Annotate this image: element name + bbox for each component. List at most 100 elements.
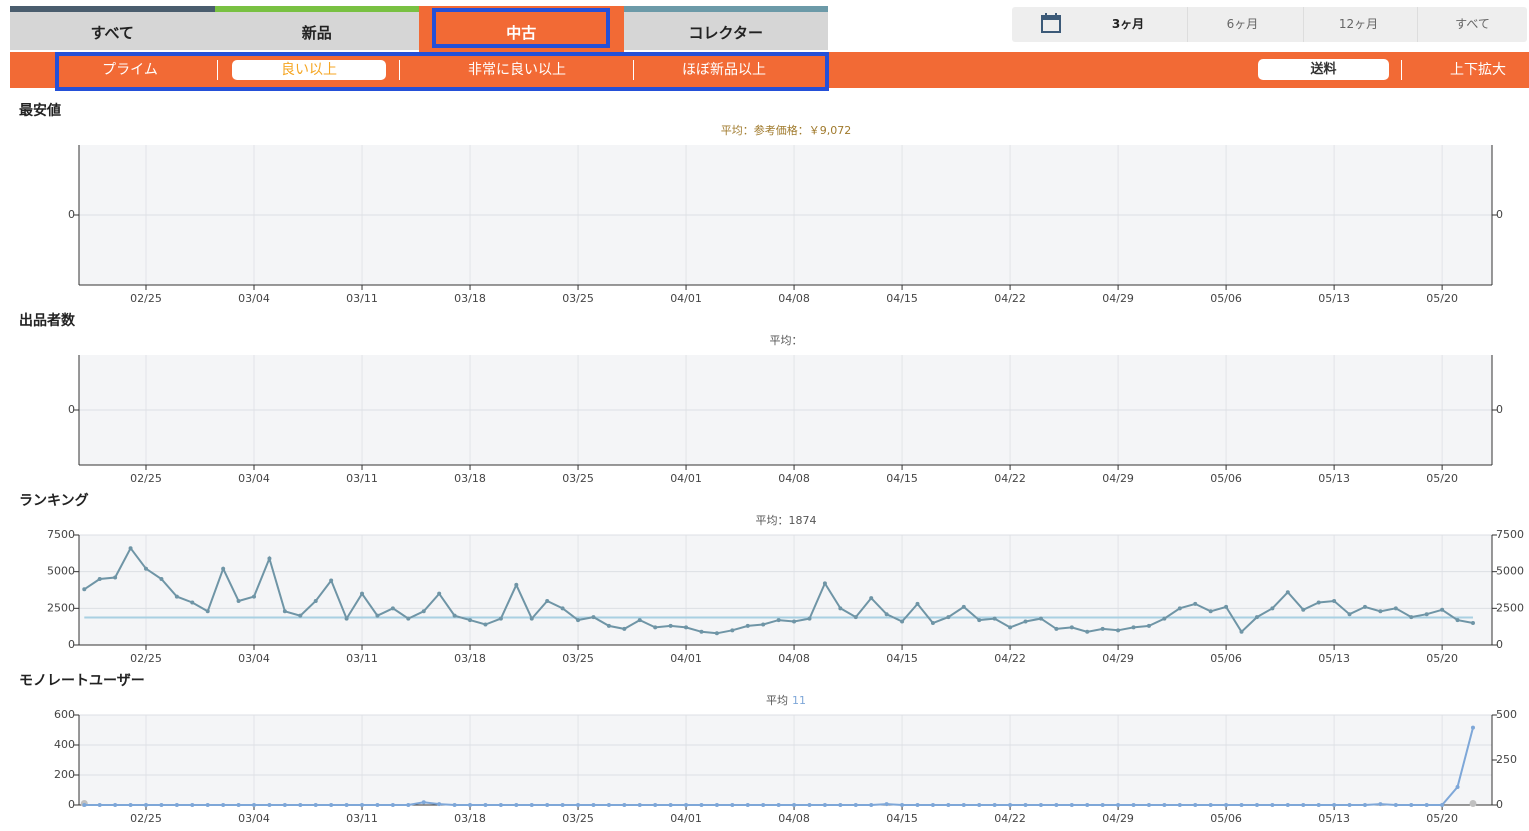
data-point xyxy=(1301,607,1306,612)
x-tick-label: 03/11 xyxy=(346,812,378,825)
data-point xyxy=(637,618,642,623)
x-tick-label: 05/06 xyxy=(1210,812,1242,825)
data-point xyxy=(1270,606,1275,611)
x-tick-label: 02/25 xyxy=(130,652,162,665)
data-point xyxy=(514,582,519,587)
chart-title: モノレートユーザー xyxy=(19,673,145,689)
data-point xyxy=(807,616,812,621)
data-point xyxy=(1069,803,1074,807)
tab[interactable]: コレクター xyxy=(623,12,828,50)
period-option[interactable]: 6ヶ月 xyxy=(1187,7,1297,42)
chart-title: ランキング xyxy=(19,492,89,509)
data-point xyxy=(714,803,719,807)
data-point xyxy=(329,803,334,807)
data-point xyxy=(822,803,827,807)
data-point xyxy=(1409,803,1414,807)
data-point xyxy=(668,623,673,628)
y2-tick-label: 2500 xyxy=(1496,601,1524,614)
data-point xyxy=(884,612,889,617)
x-tick-label: 04/01 xyxy=(670,472,702,485)
data-point xyxy=(390,803,395,807)
data-point xyxy=(1393,606,1398,611)
average-value: 1874 xyxy=(789,514,817,527)
x-tick-label: 03/18 xyxy=(454,292,486,305)
data-point xyxy=(622,803,627,807)
data-point xyxy=(252,594,257,599)
x-tick-label: 04/01 xyxy=(670,292,702,305)
tab-strip xyxy=(10,6,215,12)
y-tick-label: 0 xyxy=(68,208,75,221)
filter[interactable]: 非常に良い以上 xyxy=(468,62,566,78)
separator xyxy=(633,60,634,80)
filter[interactable]: ほぼ新品以上 xyxy=(682,62,766,78)
data-point xyxy=(144,803,148,807)
data-point xyxy=(992,803,997,807)
data-point xyxy=(1162,803,1167,807)
x-tick-label: 05/20 xyxy=(1426,292,1458,305)
data-point xyxy=(205,803,210,807)
data-point xyxy=(1177,803,1182,807)
data-point xyxy=(838,606,843,611)
highlight-box xyxy=(55,52,829,91)
tab[interactable]: すべて xyxy=(10,12,215,50)
data-point xyxy=(1100,626,1105,631)
x-tick-label: 04/29 xyxy=(1102,652,1134,665)
x-tick-label: 04/22 xyxy=(994,292,1026,305)
y-tick-label: 5000 xyxy=(47,565,75,578)
x-tick-label: 03/25 xyxy=(562,652,594,665)
data-point xyxy=(1270,803,1275,807)
data-point xyxy=(1424,612,1429,617)
data-point xyxy=(159,577,164,581)
data-point xyxy=(1023,619,1028,624)
filter-active[interactable]: 良い以上 xyxy=(232,60,386,80)
data-point xyxy=(113,803,118,807)
period-option[interactable]: 12ヶ月 xyxy=(1303,7,1413,42)
data-point xyxy=(606,803,611,807)
option-toggle[interactable]: 送料 xyxy=(1258,59,1389,80)
x-tick-label: 04/22 xyxy=(994,652,1026,665)
x-tick-label: 04/15 xyxy=(886,652,918,665)
y-tick-label: 2500 xyxy=(47,601,75,614)
data-point xyxy=(1131,803,1136,807)
y2-tick-label: 0 xyxy=(1496,208,1503,221)
x-tick-label: 02/25 xyxy=(130,472,162,485)
tab[interactable]: 新品 xyxy=(214,12,419,50)
data-point xyxy=(977,803,982,807)
x-tick-label: 05/20 xyxy=(1426,812,1458,825)
data-point xyxy=(1162,616,1167,621)
data-point xyxy=(946,803,951,807)
data-point xyxy=(82,587,87,592)
option-toggle[interactable]: 上下拡大 xyxy=(1450,62,1506,78)
filter[interactable]: プライム xyxy=(102,62,158,78)
x-tick-label: 04/15 xyxy=(886,812,918,825)
data-point xyxy=(360,803,365,807)
data-point xyxy=(1347,612,1352,617)
data-point xyxy=(838,803,843,807)
data-point xyxy=(529,616,534,621)
data-point xyxy=(421,609,426,614)
y-tick-label: 200 xyxy=(54,768,75,781)
data-point xyxy=(498,803,503,807)
data-point xyxy=(406,616,411,621)
tab-strip xyxy=(623,6,828,12)
chart-subtitle: 平均 11 xyxy=(766,694,806,707)
calendar-icon[interactable] xyxy=(1040,12,1062,34)
data-point xyxy=(576,618,581,623)
x-tick-label: 03/25 xyxy=(562,472,594,485)
data-point xyxy=(1224,604,1229,609)
data-point xyxy=(807,803,812,807)
data-point xyxy=(1239,629,1244,634)
data-point xyxy=(1008,803,1013,807)
data-point xyxy=(730,803,735,807)
data-point xyxy=(267,556,272,561)
period-option[interactable]: すべて xyxy=(1417,7,1527,42)
x-tick-label: 04/08 xyxy=(778,812,810,825)
data-point xyxy=(900,803,905,807)
data-point xyxy=(1085,803,1090,807)
data-point xyxy=(961,604,966,609)
period-option[interactable]: 3ヶ月 xyxy=(1111,17,1145,31)
data-point xyxy=(375,803,380,807)
data-point xyxy=(1393,803,1398,807)
data-point xyxy=(977,618,982,623)
x-tick-label: 03/04 xyxy=(238,812,270,825)
